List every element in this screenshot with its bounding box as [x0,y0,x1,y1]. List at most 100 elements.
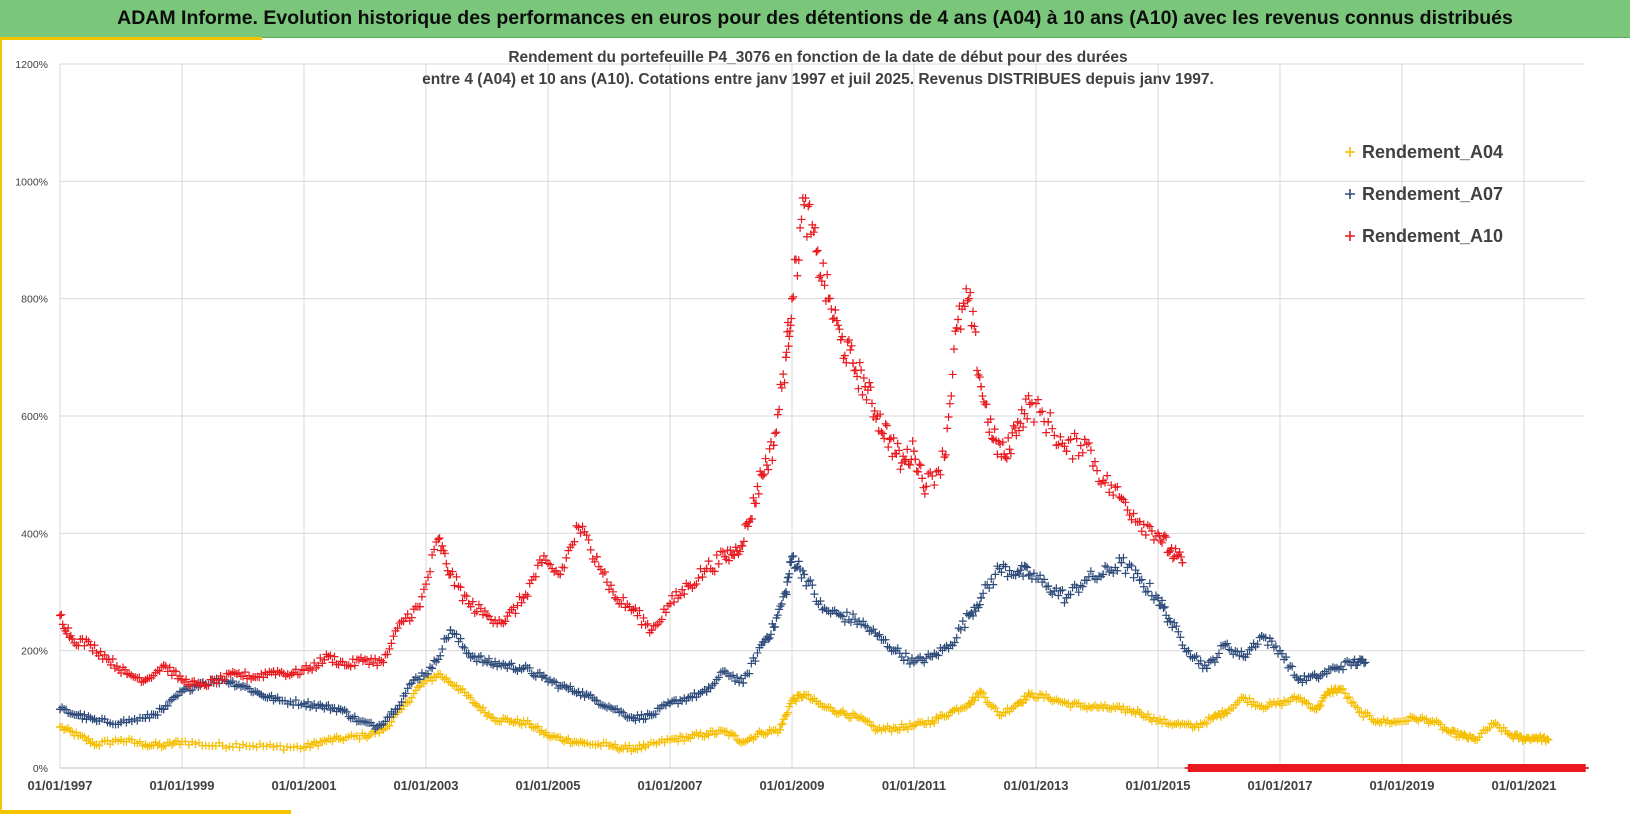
data-point-interp [876,410,885,419]
data-point-interp [1302,698,1311,707]
data-point-interp [1343,694,1352,703]
data-point-interp [930,718,939,727]
data-point [946,640,955,649]
data-point-interp [546,560,555,569]
x-tick-label: 01/01/2017 [1247,778,1312,793]
data-point-interp [704,682,713,691]
data-point-interp [828,706,837,715]
chart-legend: Rendement_A04 Rendement_A07 Rendement_A10 [1345,142,1503,246]
data-point [507,717,516,726]
data-point-interp [657,615,666,624]
data-point-interp [1054,440,1063,449]
data-point-interp [784,573,793,582]
data-point-interp [670,597,679,606]
data-point-interp [928,471,937,480]
data-point-interp [617,707,626,716]
data-point-interp [513,715,522,724]
accent-bar-top [0,37,262,40]
data-point-interp [771,429,780,438]
data-point-interp [310,658,319,667]
data-point [452,681,461,690]
data-point-interp [444,677,453,686]
data-point-interp [794,256,803,265]
data-point-interp [735,547,744,556]
data-point-interp [609,587,618,596]
data-point-interp [363,655,372,664]
data-point-interp [733,735,742,744]
data-point-interp [731,543,740,552]
data-point-interp [861,716,870,725]
series-rendement_a10 [56,193,1187,690]
data-point-interp [562,553,571,562]
data-point-interp [619,708,628,717]
data-point [1001,453,1010,462]
data-point [1135,517,1144,526]
data-point-interp [58,703,67,712]
data-point-interp [580,527,589,536]
data-point-interp [1406,712,1415,721]
data-point-interp [1404,716,1413,725]
data-point-interp [165,663,174,672]
data-point-interp [324,701,333,710]
data-point-interp [787,314,796,323]
data-point-interp [1084,702,1093,711]
data-point-interp [1286,661,1295,670]
data-point-interp [722,727,731,736]
data-point-interp [975,373,984,382]
data-point-interp [1190,653,1199,662]
data-point-interp [505,660,514,669]
data-point-interp [422,580,430,589]
data-point-interp [355,734,364,743]
data-point-interp [1308,671,1317,680]
data-point-interp [320,655,329,664]
data-point-interp [1408,713,1417,722]
data-point-interp [958,617,967,626]
data-point-interp [127,671,136,680]
data-point-interp [989,702,998,711]
data-point-interp [1137,527,1146,536]
data-point-interp [487,659,496,668]
data-point-interp [903,445,912,454]
data-point-interp [635,741,644,750]
data-point-interp [472,657,481,666]
data-point-interp [1054,591,1063,600]
data-point-interp [730,551,739,560]
data-point-interp [726,546,735,555]
data-point-interp [1007,704,1016,713]
data-point-interp [968,611,977,620]
data-point-interp [851,711,860,720]
data-point-interp [690,581,699,590]
data-point-interp [271,670,280,679]
data-point-interp [228,667,237,676]
data-point-interp [393,704,402,713]
data-point-interp [485,654,494,663]
data-point-interp [1001,562,1010,571]
data-point-interp [369,659,378,668]
data-point-interp [180,685,189,694]
data-point-interp [444,633,453,642]
data-point-interp [1036,571,1045,580]
data-point-interp [808,581,817,590]
data-point-interp [1322,669,1331,678]
data-point-interp [940,643,949,652]
data-point-interp [373,661,382,670]
data-point-interp [239,672,247,681]
data-point-interp [371,654,380,663]
data-point-interp [1271,642,1280,651]
data-point-interp [483,712,491,721]
data-point [178,676,186,684]
data-point-interp [582,690,591,699]
data-point-interp [478,610,487,619]
data-point [1239,693,1248,702]
data-point-interp [952,633,961,642]
data-point-interp [57,610,66,619]
data-point-interp [426,663,435,672]
data-point-interp [914,654,923,663]
data-point-interp [842,358,851,367]
legend-marker [1345,189,1355,199]
data-point-interp [1006,449,1015,458]
data-point-interp [405,697,414,706]
data-point-interp [1168,623,1177,632]
data-point-interp [350,712,359,721]
data-point-interp [576,737,585,746]
